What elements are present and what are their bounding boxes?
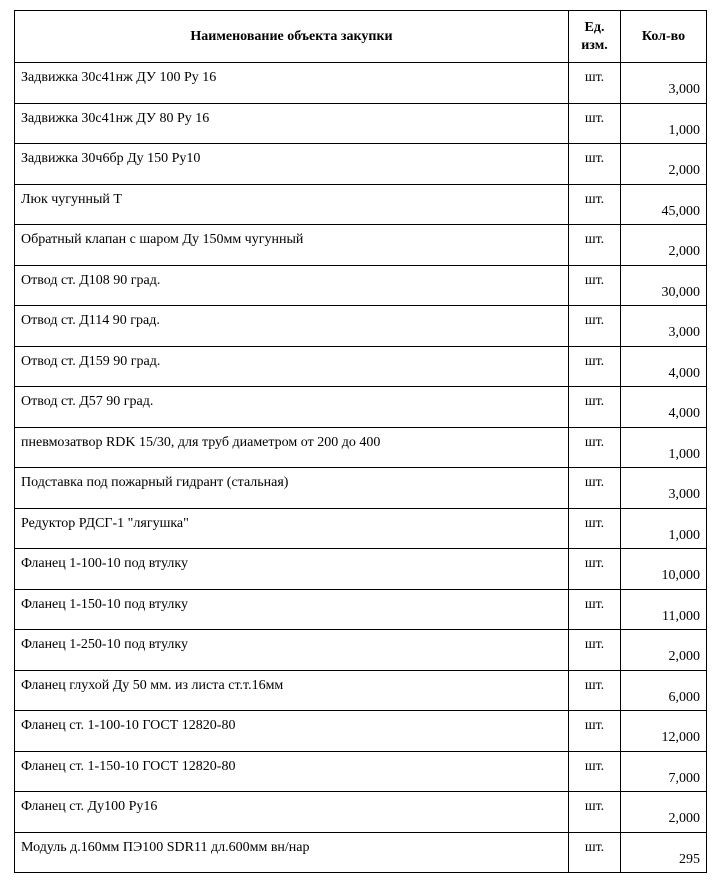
cell-name: Фланец 1-250-10 под втулку bbox=[15, 630, 569, 671]
cell-qty: 3,000 bbox=[621, 468, 707, 509]
cell-name: Задвижка 30с41нж ДУ 100 Ру 16 bbox=[15, 63, 569, 104]
cell-qty: 3,000 bbox=[621, 306, 707, 347]
table-body: Задвижка 30с41нж ДУ 100 Ру 16шт.3,000Зад… bbox=[15, 63, 707, 873]
table-row: Фланец 1-150-10 под втулкушт.11,000 bbox=[15, 589, 707, 630]
cell-name: Подставка под пожарный гидрант (стальная… bbox=[15, 468, 569, 509]
cell-name: пневмозатвор RDK 15/30, для труб диаметр… bbox=[15, 427, 569, 468]
cell-qty: 12,000 bbox=[621, 711, 707, 752]
cell-name: Отвод ст. Д57 90 град. bbox=[15, 387, 569, 428]
cell-unit: шт. bbox=[569, 346, 621, 387]
cell-unit: шт. bbox=[569, 265, 621, 306]
table-row: Фланец ст. 1-150-10 ГОСТ 12820-80шт.7,00… bbox=[15, 751, 707, 792]
cell-unit: шт. bbox=[569, 387, 621, 428]
cell-unit: шт. bbox=[569, 184, 621, 225]
table-row: Отвод ст. Д114 90 град.шт.3,000 bbox=[15, 306, 707, 347]
cell-qty: 1,000 bbox=[621, 427, 707, 468]
cell-unit: шт. bbox=[569, 225, 621, 266]
procurement-table: Наименование объекта закупки Ед. изм. Ко… bbox=[14, 10, 707, 873]
cell-unit: шт. bbox=[569, 549, 621, 590]
table-row: Фланец ст. 1-100-10 ГОСТ 12820-80шт.12,0… bbox=[15, 711, 707, 752]
cell-unit: шт. bbox=[569, 306, 621, 347]
table-row: Задвижка 30ч6бр Ду 150 Ру10шт.2,000 bbox=[15, 144, 707, 185]
table-row: Фланец 1-100-10 под втулкушт.10,000 bbox=[15, 549, 707, 590]
table-row: Фланец глухой Ду 50 мм. из листа ст.т.16… bbox=[15, 670, 707, 711]
cell-name: Фланец 1-100-10 под втулку bbox=[15, 549, 569, 590]
table-row: Обратный клапан с шаром Ду 150мм чугунны… bbox=[15, 225, 707, 266]
cell-name: Обратный клапан с шаром Ду 150мм чугунны… bbox=[15, 225, 569, 266]
cell-qty: 11,000 bbox=[621, 589, 707, 630]
cell-name: Люк чугунный Т bbox=[15, 184, 569, 225]
cell-qty: 4,000 bbox=[621, 346, 707, 387]
cell-unit: шт. bbox=[569, 751, 621, 792]
cell-qty: 1,000 bbox=[621, 508, 707, 549]
cell-unit: шт. bbox=[569, 832, 621, 873]
cell-name: Отвод ст. Д108 90 град. bbox=[15, 265, 569, 306]
cell-unit: шт. bbox=[569, 630, 621, 671]
cell-unit: шт. bbox=[569, 792, 621, 833]
table-row: Редуктор РДСГ-1 "лягушка"шт.1,000 bbox=[15, 508, 707, 549]
table-row: Люк чугунный Тшт.45,000 bbox=[15, 184, 707, 225]
table-header-row: Наименование объекта закупки Ед. изм. Ко… bbox=[15, 11, 707, 63]
cell-qty: 6,000 bbox=[621, 670, 707, 711]
cell-unit: шт. bbox=[569, 427, 621, 468]
cell-name: Модуль д.160мм ПЭ100 SDR11 дл.600мм вн/н… bbox=[15, 832, 569, 873]
cell-unit: шт. bbox=[569, 63, 621, 104]
cell-unit: шт. bbox=[569, 144, 621, 185]
cell-qty: 30,000 bbox=[621, 265, 707, 306]
cell-name: Задвижка 30с41нж ДУ 80 Ру 16 bbox=[15, 103, 569, 144]
table-row: Модуль д.160мм ПЭ100 SDR11 дл.600мм вн/н… bbox=[15, 832, 707, 873]
col-header-unit: Ед. изм. bbox=[569, 11, 621, 63]
cell-qty: 3,000 bbox=[621, 63, 707, 104]
cell-qty: 295 bbox=[621, 832, 707, 873]
cell-qty: 2,000 bbox=[621, 225, 707, 266]
cell-qty: 7,000 bbox=[621, 751, 707, 792]
cell-name: Фланец 1-150-10 под втулку bbox=[15, 589, 569, 630]
table-row: Задвижка 30с41нж ДУ 80 Ру 16шт.1,000 bbox=[15, 103, 707, 144]
cell-qty: 2,000 bbox=[621, 792, 707, 833]
cell-name: Отвод ст. Д159 90 град. bbox=[15, 346, 569, 387]
cell-qty: 45,000 bbox=[621, 184, 707, 225]
cell-name: Фланец ст. Ду100 Ру16 bbox=[15, 792, 569, 833]
cell-qty: 2,000 bbox=[621, 630, 707, 671]
cell-name: Фланец ст. 1-100-10 ГОСТ 12820-80 bbox=[15, 711, 569, 752]
table-row: Отвод ст. Д108 90 град.шт.30,000 bbox=[15, 265, 707, 306]
cell-unit: шт. bbox=[569, 711, 621, 752]
cell-name: Отвод ст. Д114 90 град. bbox=[15, 306, 569, 347]
table-row: Отвод ст. Д159 90 град.шт.4,000 bbox=[15, 346, 707, 387]
cell-name: Редуктор РДСГ-1 "лягушка" bbox=[15, 508, 569, 549]
table-row: Задвижка 30с41нж ДУ 100 Ру 16шт.3,000 bbox=[15, 63, 707, 104]
table-row: Фланец 1-250-10 под втулкушт.2,000 bbox=[15, 630, 707, 671]
cell-name: Фланец глухой Ду 50 мм. из листа ст.т.16… bbox=[15, 670, 569, 711]
table-row: Отвод ст. Д57 90 град.шт.4,000 bbox=[15, 387, 707, 428]
cell-name: Фланец ст. 1-150-10 ГОСТ 12820-80 bbox=[15, 751, 569, 792]
cell-unit: шт. bbox=[569, 589, 621, 630]
cell-unit: шт. bbox=[569, 103, 621, 144]
cell-qty: 1,000 bbox=[621, 103, 707, 144]
cell-unit: шт. bbox=[569, 468, 621, 509]
col-header-name: Наименование объекта закупки bbox=[15, 11, 569, 63]
cell-unit: шт. bbox=[569, 508, 621, 549]
cell-unit: шт. bbox=[569, 670, 621, 711]
table-row: Фланец ст. Ду100 Ру16шт.2,000 bbox=[15, 792, 707, 833]
cell-qty: 2,000 bbox=[621, 144, 707, 185]
table-row: пневмозатвор RDK 15/30, для труб диаметр… bbox=[15, 427, 707, 468]
cell-qty: 4,000 bbox=[621, 387, 707, 428]
table-row: Подставка под пожарный гидрант (стальная… bbox=[15, 468, 707, 509]
cell-name: Задвижка 30ч6бр Ду 150 Ру10 bbox=[15, 144, 569, 185]
col-header-qty: Кол-во bbox=[621, 11, 707, 63]
cell-qty: 10,000 bbox=[621, 549, 707, 590]
